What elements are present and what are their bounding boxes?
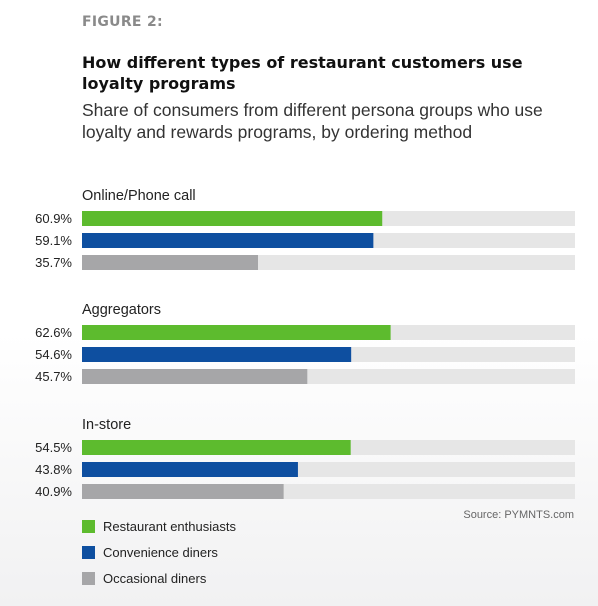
bar-in-store-occasional-diners: [82, 484, 284, 499]
group-label-online-phone-call: Online/Phone call: [82, 188, 196, 204]
bar-aggregators-occasional-diners: [82, 369, 308, 384]
data-label: 54.5%: [35, 440, 72, 455]
bar-online-phone-call-occasional-diners: [82, 255, 259, 270]
legend-swatch-convenience-diners: [82, 546, 95, 559]
legend-label-occasional-diners: Occasional diners: [103, 571, 207, 586]
bar-aggregators-restaurant-enthusiasts: [82, 325, 391, 340]
bar-chart: Online/Phone call 60.9% 59.1% 35.7% Aggregat…: [35, 188, 575, 499]
bar-online-phone-call-convenience-diners: [82, 233, 374, 248]
data-label: 43.8%: [35, 462, 72, 477]
bar-in-store-convenience-diners: [82, 462, 298, 477]
data-label: 40.9%: [35, 484, 72, 499]
group-label-aggregators: Aggregators: [82, 302, 161, 318]
figure-label: FIGURE 2:: [82, 14, 163, 30]
data-label: 54.6%: [35, 347, 72, 362]
group-label-in-store: In-store: [82, 417, 131, 433]
data-label: 45.7%: [35, 369, 72, 384]
legend-label-convenience-diners: Convenience diners: [103, 545, 218, 560]
chart-subtitle: Share of consumers from different person…: [82, 100, 543, 142]
chart-title: How different types of restaurant custom…: [82, 53, 523, 93]
bar-online-phone-call-restaurant-enthusiasts: [82, 211, 383, 226]
bar-in-store-restaurant-enthusiasts: [82, 440, 351, 455]
data-label: 62.6%: [35, 325, 72, 340]
source-note: Source: PYMNTS.com: [463, 509, 574, 521]
legend-swatch-restaurant-enthusiasts: [82, 520, 95, 533]
legend-label-restaurant-enthusiasts: Restaurant enthusiasts: [103, 519, 236, 534]
legend-swatch-occasional-diners: [82, 572, 95, 585]
data-label: 59.1%: [35, 233, 72, 248]
bar-aggregators-convenience-diners: [82, 347, 352, 362]
data-label: 35.7%: [35, 255, 72, 270]
data-label: 60.9%: [35, 211, 72, 226]
